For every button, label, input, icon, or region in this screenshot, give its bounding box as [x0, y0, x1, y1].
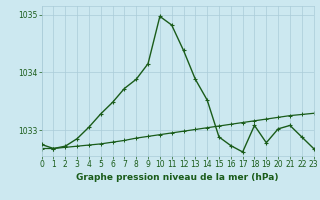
- X-axis label: Graphe pression niveau de la mer (hPa): Graphe pression niveau de la mer (hPa): [76, 173, 279, 182]
